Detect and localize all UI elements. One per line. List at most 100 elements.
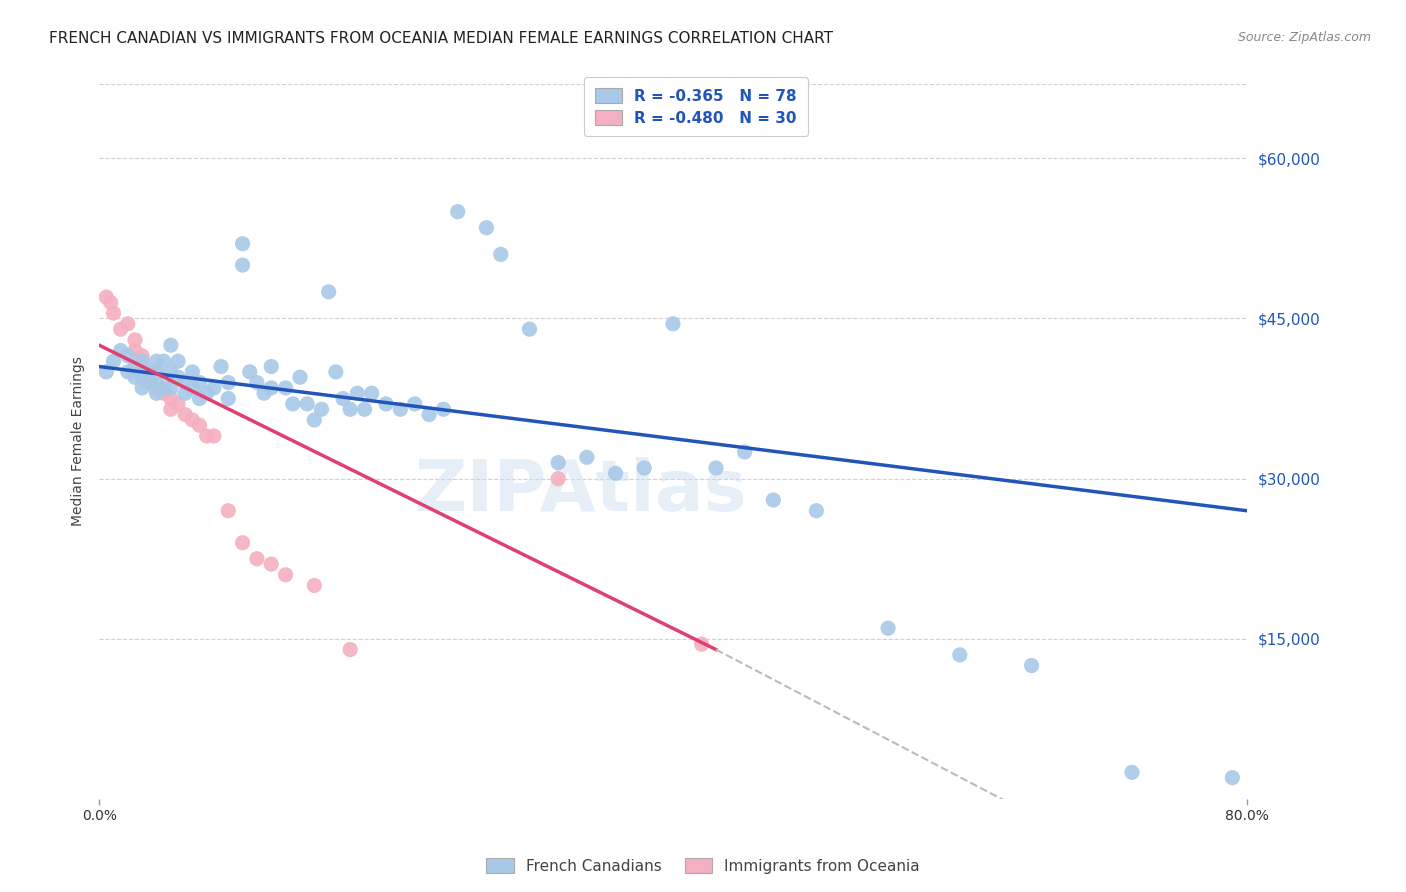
Y-axis label: Median Female Earnings: Median Female Earnings [72, 357, 86, 526]
Point [202, 429, 225, 443]
Point [353, 402, 375, 417]
Point [181, 365, 204, 379]
Point [145, 365, 167, 379]
Legend: R = -0.365   N = 78, R = -0.480   N = 30: R = -0.365 N = 78, R = -0.480 N = 30 [583, 77, 807, 136]
Point [217, 392, 239, 406]
Point [103, 306, 125, 320]
Point [360, 386, 382, 401]
Point [202, 381, 225, 395]
Point [239, 365, 262, 379]
Point [274, 567, 297, 582]
Point [304, 578, 326, 592]
Point [110, 343, 132, 358]
Point [281, 397, 304, 411]
Point [217, 504, 239, 518]
Point [432, 402, 454, 417]
Point [260, 359, 283, 374]
Point [662, 317, 685, 331]
Point [167, 397, 190, 411]
Point [734, 445, 756, 459]
Point [174, 386, 197, 401]
Point [762, 493, 785, 508]
Point [145, 376, 167, 390]
Point [690, 637, 713, 651]
Point [145, 354, 167, 368]
Point [475, 220, 498, 235]
Point [152, 386, 174, 401]
Point [131, 359, 153, 374]
Point [131, 365, 153, 379]
Point [575, 450, 598, 465]
Point [131, 370, 153, 384]
Point [325, 365, 347, 379]
Point [152, 354, 174, 368]
Point [246, 551, 269, 566]
Point [160, 381, 183, 395]
Point [188, 418, 211, 433]
Point [489, 247, 512, 261]
Point [195, 386, 218, 401]
Point [209, 359, 232, 374]
Point [110, 322, 132, 336]
Point [181, 413, 204, 427]
Point [160, 402, 183, 417]
Point [304, 413, 326, 427]
Point [131, 349, 153, 363]
Point [117, 365, 139, 379]
Point [124, 370, 146, 384]
Point [131, 381, 153, 395]
Point [160, 338, 183, 352]
Point [253, 386, 276, 401]
Point [145, 386, 167, 401]
Point [447, 204, 470, 219]
Point [232, 535, 254, 549]
Point [96, 365, 118, 379]
Point [246, 376, 269, 390]
Point [232, 236, 254, 251]
Point [288, 370, 311, 384]
Point [633, 461, 655, 475]
Point [152, 381, 174, 395]
Point [877, 621, 900, 635]
Point [806, 504, 828, 518]
Point [188, 392, 211, 406]
Point [519, 322, 541, 336]
Point [547, 456, 569, 470]
Point [295, 397, 318, 411]
Point [100, 295, 122, 310]
Text: Source: ZipAtlas.com: Source: ZipAtlas.com [1237, 31, 1371, 45]
Point [145, 381, 167, 395]
Point [188, 376, 211, 390]
Point [404, 397, 426, 411]
Point [605, 467, 627, 481]
Point [167, 370, 190, 384]
Point [124, 359, 146, 374]
Point [547, 472, 569, 486]
Point [346, 386, 368, 401]
Point [138, 370, 160, 384]
Point [1021, 658, 1043, 673]
Point [124, 333, 146, 347]
Point [260, 381, 283, 395]
Point [274, 381, 297, 395]
Point [174, 376, 197, 390]
Point [1121, 765, 1143, 780]
Text: ZIPAtlas: ZIPAtlas [415, 457, 748, 526]
Point [260, 557, 283, 571]
Point [117, 349, 139, 363]
Point [217, 376, 239, 390]
Point [1222, 771, 1244, 785]
Point [174, 408, 197, 422]
Text: FRENCH CANADIAN VS IMMIGRANTS FROM OCEANIA MEDIAN FEMALE EARNINGS CORRELATION CH: FRENCH CANADIAN VS IMMIGRANTS FROM OCEAN… [49, 31, 834, 46]
Point [375, 397, 398, 411]
Point [160, 365, 183, 379]
Point [167, 354, 190, 368]
Point [145, 365, 167, 379]
Point [138, 365, 160, 379]
Point [704, 461, 727, 475]
Point [311, 402, 333, 417]
Point [131, 354, 153, 368]
Point [418, 408, 440, 422]
Point [124, 343, 146, 358]
Point [339, 402, 361, 417]
